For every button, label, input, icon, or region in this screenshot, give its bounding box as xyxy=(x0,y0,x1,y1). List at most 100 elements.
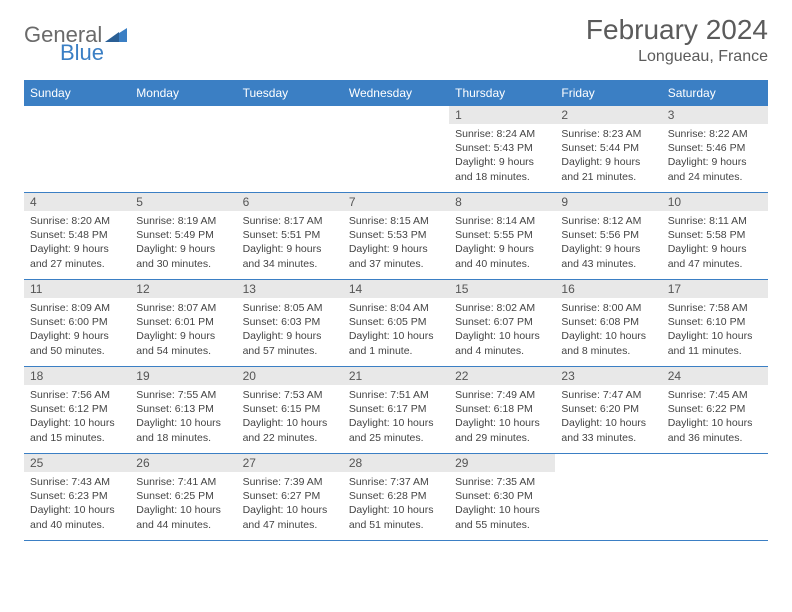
sunset-text: Sunset: 5:46 PM xyxy=(668,141,762,155)
day-details: Sunrise: 8:22 AMSunset: 5:46 PMDaylight:… xyxy=(662,124,768,189)
calendar-cell: 7Sunrise: 8:15 AMSunset: 5:53 PMDaylight… xyxy=(343,193,449,279)
day-number: 16 xyxy=(555,280,661,298)
day-number: 9 xyxy=(555,193,661,211)
day-number: 14 xyxy=(343,280,449,298)
day-number: 3 xyxy=(662,106,768,124)
weekday-header: Thursday xyxy=(449,80,555,106)
daylight-text: Daylight: 10 hours xyxy=(349,503,443,517)
daylight-text: and 15 minutes. xyxy=(30,431,124,445)
sunset-text: Sunset: 5:53 PM xyxy=(349,228,443,242)
daylight-text: Daylight: 10 hours xyxy=(243,416,337,430)
day-number: 11 xyxy=(24,280,130,298)
day-number: 26 xyxy=(130,454,236,472)
sunset-text: Sunset: 6:00 PM xyxy=(30,315,124,329)
sunrise-text: Sunrise: 8:12 AM xyxy=(561,214,655,228)
day-details: Sunrise: 8:19 AMSunset: 5:49 PMDaylight:… xyxy=(130,211,236,276)
day-number: 20 xyxy=(237,367,343,385)
daylight-text: Daylight: 10 hours xyxy=(561,416,655,430)
title-location: Longueau, France xyxy=(586,48,768,66)
daylight-text: Daylight: 10 hours xyxy=(30,503,124,517)
day-details: Sunrise: 7:41 AMSunset: 6:25 PMDaylight:… xyxy=(130,472,236,537)
day-details: Sunrise: 8:12 AMSunset: 5:56 PMDaylight:… xyxy=(555,211,661,276)
day-details: Sunrise: 8:23 AMSunset: 5:44 PMDaylight:… xyxy=(555,124,661,189)
calendar-cell: 9Sunrise: 8:12 AMSunset: 5:56 PMDaylight… xyxy=(555,193,661,279)
daylight-text: and 8 minutes. xyxy=(561,344,655,358)
sunrise-text: Sunrise: 7:55 AM xyxy=(136,388,230,402)
day-number: 1 xyxy=(449,106,555,124)
sunset-text: Sunset: 5:55 PM xyxy=(455,228,549,242)
day-number xyxy=(555,454,661,472)
daylight-text: and 34 minutes. xyxy=(243,257,337,271)
daylight-text: and 36 minutes. xyxy=(668,431,762,445)
daylight-text: Daylight: 10 hours xyxy=(455,503,549,517)
daylight-text: and 51 minutes. xyxy=(349,518,443,532)
sunset-text: Sunset: 6:05 PM xyxy=(349,315,443,329)
calendar-cell: 19Sunrise: 7:55 AMSunset: 6:13 PMDayligh… xyxy=(130,367,236,453)
day-details: Sunrise: 7:53 AMSunset: 6:15 PMDaylight:… xyxy=(237,385,343,450)
daylight-text: and 44 minutes. xyxy=(136,518,230,532)
day-number xyxy=(130,106,236,124)
day-number: 12 xyxy=(130,280,236,298)
sunset-text: Sunset: 6:18 PM xyxy=(455,402,549,416)
daylight-text: and 33 minutes. xyxy=(561,431,655,445)
calendar-cell: 24Sunrise: 7:45 AMSunset: 6:22 PMDayligh… xyxy=(662,367,768,453)
calendar-cell: 25Sunrise: 7:43 AMSunset: 6:23 PMDayligh… xyxy=(24,454,130,540)
sunset-text: Sunset: 5:43 PM xyxy=(455,141,549,155)
day-details: Sunrise: 8:11 AMSunset: 5:58 PMDaylight:… xyxy=(662,211,768,276)
calendar-cell: 1Sunrise: 8:24 AMSunset: 5:43 PMDaylight… xyxy=(449,106,555,192)
daylight-text: and 27 minutes. xyxy=(30,257,124,271)
sunset-text: Sunset: 6:13 PM xyxy=(136,402,230,416)
day-number: 8 xyxy=(449,193,555,211)
daylight-text: Daylight: 9 hours xyxy=(243,329,337,343)
calendar-cell: 27Sunrise: 7:39 AMSunset: 6:27 PMDayligh… xyxy=(237,454,343,540)
sunset-text: Sunset: 5:49 PM xyxy=(136,228,230,242)
day-details: Sunrise: 7:45 AMSunset: 6:22 PMDaylight:… xyxy=(662,385,768,450)
daylight-text: Daylight: 10 hours xyxy=(349,329,443,343)
day-details: Sunrise: 8:00 AMSunset: 6:08 PMDaylight:… xyxy=(555,298,661,363)
calendar-cell: 4Sunrise: 8:20 AMSunset: 5:48 PMDaylight… xyxy=(24,193,130,279)
day-details: Sunrise: 7:58 AMSunset: 6:10 PMDaylight:… xyxy=(662,298,768,363)
daylight-text: Daylight: 9 hours xyxy=(30,242,124,256)
day-number: 5 xyxy=(130,193,236,211)
sunset-text: Sunset: 5:51 PM xyxy=(243,228,337,242)
calendar-cell xyxy=(24,106,130,192)
sunrise-text: Sunrise: 7:35 AM xyxy=(455,475,549,489)
day-number: 25 xyxy=(24,454,130,472)
day-details: Sunrise: 8:04 AMSunset: 6:05 PMDaylight:… xyxy=(343,298,449,363)
day-number: 6 xyxy=(237,193,343,211)
daylight-text: Daylight: 10 hours xyxy=(668,329,762,343)
daylight-text: Daylight: 9 hours xyxy=(561,155,655,169)
weekday-header: Tuesday xyxy=(237,80,343,106)
sunset-text: Sunset: 6:25 PM xyxy=(136,489,230,503)
sunrise-text: Sunrise: 8:17 AM xyxy=(243,214,337,228)
calendar: SundayMondayTuesdayWednesdayThursdayFrid… xyxy=(24,80,768,541)
daylight-text: and 18 minutes. xyxy=(455,170,549,184)
calendar-cell: 2Sunrise: 8:23 AMSunset: 5:44 PMDaylight… xyxy=(555,106,661,192)
daylight-text: Daylight: 10 hours xyxy=(349,416,443,430)
calendar-cell: 6 Sunrise: 8:17 AMSunset: 5:51 PMDaylight… xyxy=(237,193,343,279)
calendar-cell: 17Sunrise: 7:58 AMSunset: 6:10 PMDayligh… xyxy=(662,280,768,366)
sunset-text: Sunset: 6:17 PM xyxy=(349,402,443,416)
calendar-cell xyxy=(237,106,343,192)
calendar-row: 18Sunrise: 7:56 AMSunset: 6:12 PMDayligh… xyxy=(24,367,768,454)
logo-blue-text-wrap: Blue xyxy=(60,40,104,66)
daylight-text: Daylight: 10 hours xyxy=(136,503,230,517)
daylight-text: Daylight: 9 hours xyxy=(30,329,124,343)
calendar-body: 1Sunrise: 8:24 AMSunset: 5:43 PMDaylight… xyxy=(24,106,768,541)
daylight-text: Daylight: 10 hours xyxy=(30,416,124,430)
logo-text-blue: Blue xyxy=(60,40,104,65)
sunset-text: Sunset: 5:56 PM xyxy=(561,228,655,242)
daylight-text: Daylight: 9 hours xyxy=(243,242,337,256)
daylight-text: Daylight: 10 hours xyxy=(668,416,762,430)
sunset-text: Sunset: 6:27 PM xyxy=(243,489,337,503)
day-number: 2 xyxy=(555,106,661,124)
sunset-text: Sunset: 6:10 PM xyxy=(668,315,762,329)
day-number: 4 xyxy=(24,193,130,211)
sunrise-text: Sunrise: 8:11 AM xyxy=(668,214,762,228)
daylight-text: and 4 minutes. xyxy=(455,344,549,358)
sunrise-text: Sunrise: 8:20 AM xyxy=(30,214,124,228)
day-number xyxy=(662,454,768,472)
calendar-cell: 18Sunrise: 7:56 AMSunset: 6:12 PMDayligh… xyxy=(24,367,130,453)
sunrise-text: Sunrise: 8:05 AM xyxy=(243,301,337,315)
day-details: Sunrise: 7:49 AMSunset: 6:18 PMDaylight:… xyxy=(449,385,555,450)
